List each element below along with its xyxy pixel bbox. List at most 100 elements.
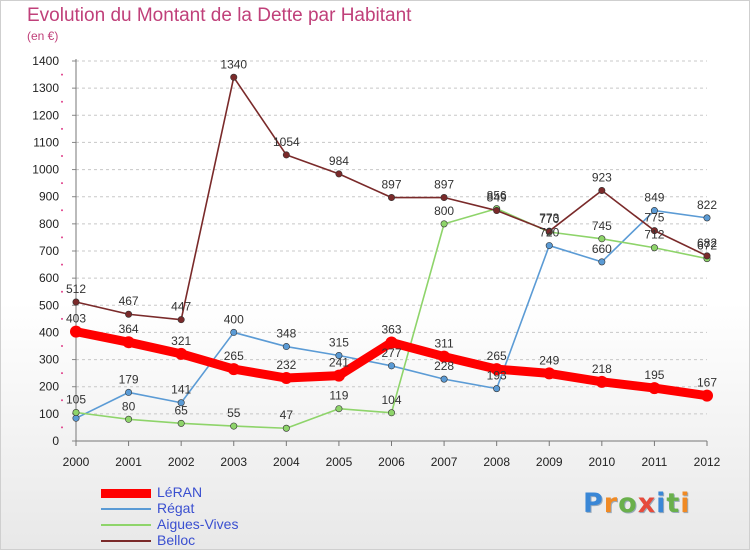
y-tick-label: 100: [39, 407, 59, 421]
data-point-aigues-vives: [230, 422, 238, 430]
logo-letter: o: [618, 488, 638, 519]
x-tick-label: 2001: [115, 455, 142, 469]
data-label: 822: [697, 198, 717, 212]
legend-swatch: [101, 540, 151, 542]
y-minor-tick: [61, 236, 63, 239]
data-point-leran: [543, 367, 556, 380]
data-label: 849: [487, 191, 507, 205]
y-tick-label: 1100: [33, 135, 59, 149]
logo-letter: t: [666, 488, 681, 519]
x-tick-label: 2007: [431, 455, 458, 469]
y-minor-tick: [61, 345, 63, 347]
data-label: 400: [224, 312, 244, 326]
data-label: 277: [381, 346, 401, 360]
data-label: 218: [592, 362, 612, 376]
data-label: 195: [644, 368, 664, 382]
chart-subtitle: (en €): [27, 29, 59, 43]
data-point-leran: [175, 347, 188, 360]
data-point-aigues-vives: [440, 220, 448, 228]
y-minor-tick: [61, 127, 63, 130]
logo-letter: x: [637, 488, 657, 519]
data-label: 682: [697, 236, 717, 250]
y-minor-tick: [61, 209, 63, 212]
x-tick-label: 2011: [642, 455, 668, 469]
data-point-belloc: [703, 252, 711, 260]
data-point-regat: [545, 242, 553, 250]
data-point-regat: [650, 207, 658, 215]
y-minor-tick: [61, 263, 63, 266]
legend-label: LéRAN: [157, 484, 203, 500]
y-tick-label: 0: [52, 434, 59, 448]
legend-swatch: [101, 524, 151, 526]
y-minor-tick: [61, 372, 63, 375]
data-label: 849: [644, 191, 664, 205]
data-label: 775: [644, 211, 664, 225]
data-point-leran: [490, 363, 503, 376]
x-tick-label: 2012: [694, 455, 721, 469]
data-label: 800: [434, 204, 454, 218]
data-point-belloc: [545, 227, 553, 235]
data-label: 773: [539, 211, 559, 225]
data-point-belloc: [282, 151, 290, 159]
data-point-belloc: [72, 298, 80, 306]
y-minor-tick: [61, 100, 63, 103]
y-minor-tick: [61, 290, 63, 293]
data-label: 55: [227, 406, 241, 420]
data-point-belloc: [440, 194, 448, 202]
y-minor-tick: [61, 182, 63, 185]
data-label: 65: [174, 403, 188, 417]
data-label: 770: [539, 212, 559, 226]
y-tick-label: 1200: [32, 108, 59, 122]
y-minor-tick: [61, 399, 63, 402]
data-point-belloc: [387, 194, 395, 202]
data-point-regat: [125, 388, 133, 396]
data-point-leran: [595, 375, 608, 388]
x-tick-label: 2002: [168, 455, 195, 469]
data-label: 315: [329, 336, 349, 350]
data-label: 447: [171, 300, 191, 314]
data-label: 193: [487, 369, 507, 383]
data-point-leran: [438, 350, 451, 363]
data-label: 467: [119, 294, 139, 308]
logo-letter: i: [656, 488, 667, 519]
x-tick-label: 2008: [483, 455, 510, 469]
data-label: 241: [329, 356, 349, 370]
data-point-aigues-vives: [387, 409, 395, 417]
logo-letter: P: [583, 488, 604, 519]
y-tick-label: 200: [39, 380, 59, 394]
y-tick-label: 600: [39, 271, 59, 285]
data-point-leran: [280, 372, 293, 385]
x-tick-label: 2000: [63, 455, 90, 469]
y-tick-label: 500: [39, 298, 59, 312]
data-point-aigues-vives: [335, 405, 343, 413]
data-label: 1054: [273, 135, 300, 149]
data-label: 897: [381, 178, 401, 192]
data-label: 167: [697, 376, 717, 390]
data-label: 80: [122, 399, 136, 413]
y-tick-label: 1000: [32, 163, 59, 177]
data-label: 363: [381, 322, 401, 336]
x-tick-label: 2009: [536, 455, 563, 469]
data-point-aigues-vives: [650, 244, 658, 252]
x-tick-label: 2003: [220, 455, 247, 469]
data-label: 265: [487, 349, 507, 363]
data-label: 311: [435, 337, 454, 351]
data-label: 403: [66, 312, 86, 326]
data-labels: 403 364 321 265 232 241 363 311 265 249 218 195 167 1…: [66, 57, 717, 422]
data-label: 364: [119, 322, 139, 336]
data-point-leran: [122, 336, 135, 349]
data-label: 119: [329, 389, 348, 403]
data-point-regat: [230, 328, 238, 336]
data-label: 672: [697, 239, 717, 253]
legend-label: Régat: [157, 500, 195, 516]
data-point-regat: [335, 351, 343, 359]
data-label: 720: [539, 226, 559, 240]
data-label: 265: [224, 349, 244, 363]
data-label: 660: [592, 242, 612, 256]
data-point-regat: [598, 258, 606, 266]
data-point-regat: [703, 214, 711, 222]
data-point-leran: [648, 382, 661, 395]
data-point-regat: [282, 343, 290, 351]
